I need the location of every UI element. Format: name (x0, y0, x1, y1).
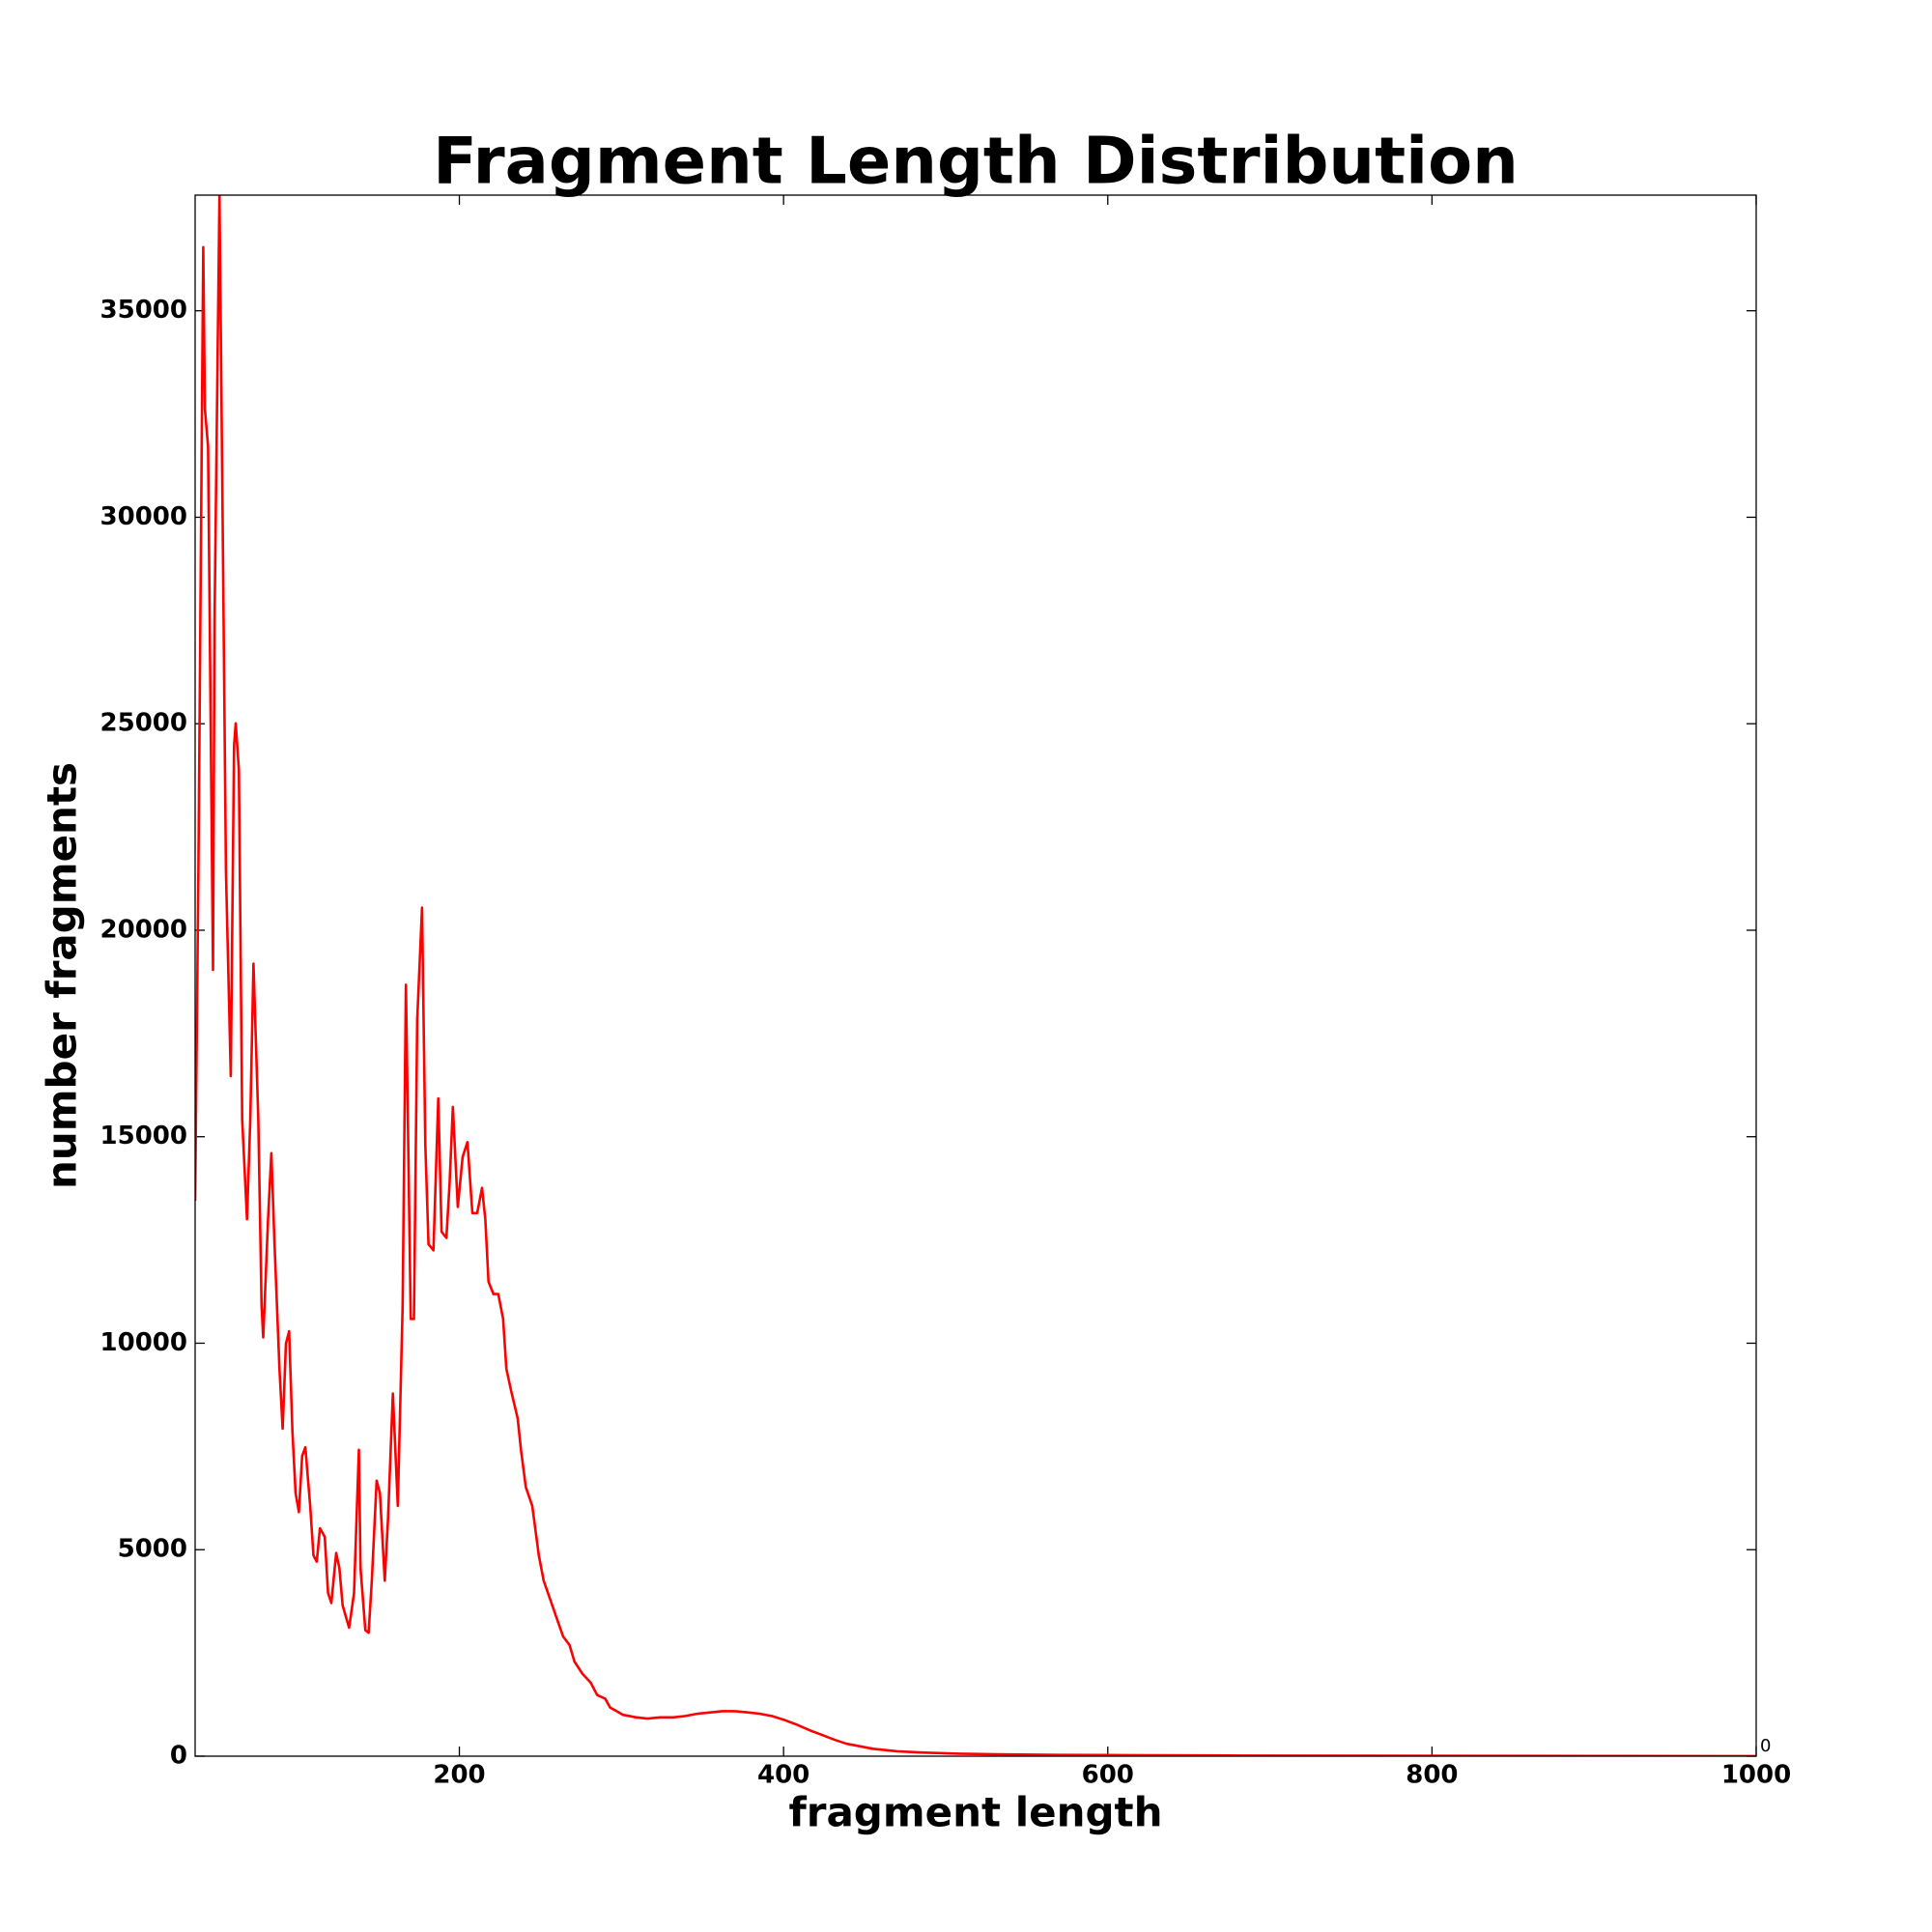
x-tick-label: 800 (1406, 1761, 1458, 1790)
y-tick-label: 20000 (100, 915, 187, 944)
y-tick-label: 25000 (100, 709, 187, 738)
y-tick-label: 5000 (118, 1535, 187, 1564)
x-tick-label: 200 (433, 1761, 485, 1790)
x-tick-label: 600 (1082, 1761, 1134, 1790)
y-tick-label: 10000 (100, 1328, 187, 1357)
data-line (195, 195, 1756, 1756)
plot-frame (194, 194, 1757, 1757)
offset-text: 0 (1760, 1736, 1771, 1756)
x-axis-label: fragment length (788, 1789, 1162, 1836)
y-tick-label: 35000 (100, 296, 187, 325)
y-tick-label: 15000 (100, 1122, 187, 1151)
x-tick-label: 400 (757, 1761, 810, 1790)
chart-title: Fragment Length Distribution (433, 124, 1519, 199)
y-axis-label: number fragments (39, 762, 86, 1189)
y-tick-label: 0 (170, 1742, 187, 1771)
x-tick-label: 1000 (1721, 1761, 1791, 1790)
y-tick-label: 30000 (100, 502, 187, 531)
